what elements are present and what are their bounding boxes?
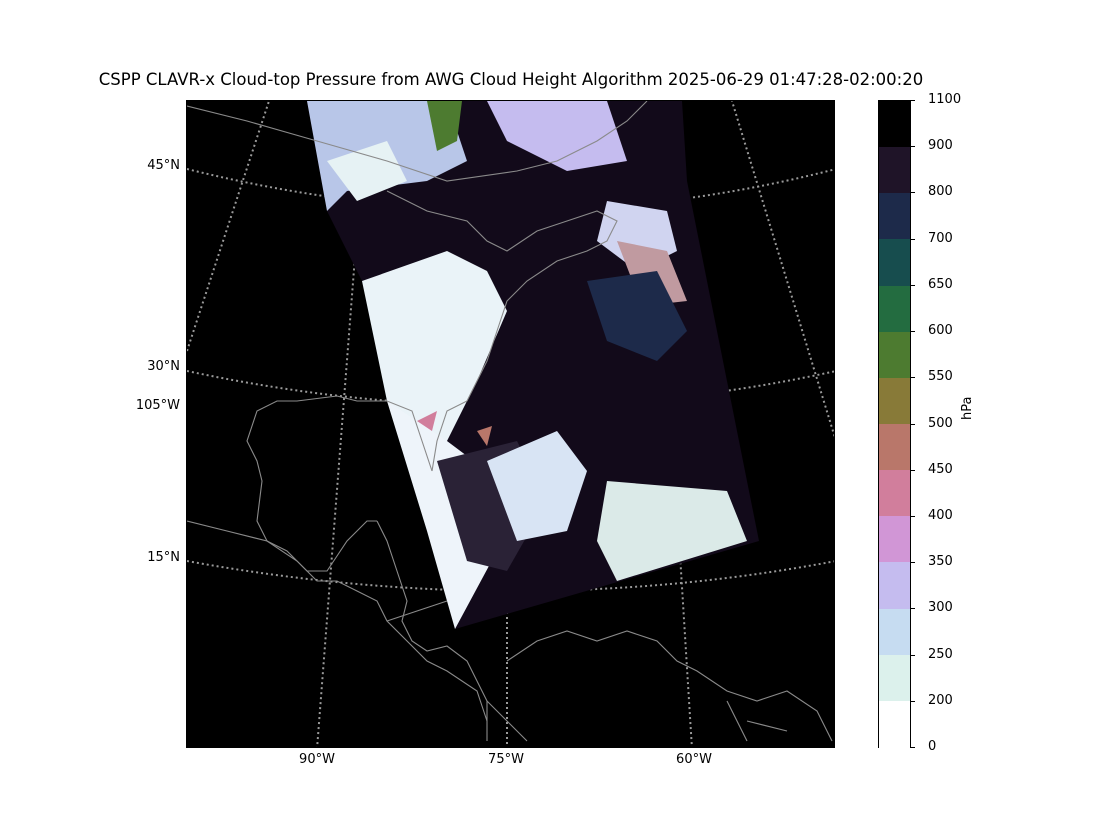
colorbar-segment (879, 470, 910, 518)
colorbar-tick (910, 655, 915, 656)
meridian-105w (187, 101, 270, 352)
colorbar-tick (910, 331, 915, 332)
colorbar-tick-label: 800 (928, 184, 953, 199)
colorbar-tick (910, 747, 915, 748)
colorbar-tick-label: 500 (928, 416, 953, 431)
lat-label-30n: 30°N (147, 359, 180, 374)
lon-label-60w: 60°W (676, 752, 712, 767)
satellite-swath (307, 101, 759, 629)
colorbar-tick-label: 650 (928, 277, 953, 292)
coastlines (187, 101, 833, 742)
colorbar (878, 100, 911, 748)
colorbar-tick-label: 200 (928, 693, 953, 708)
colorbar-segment (879, 562, 910, 610)
colorbar-segment (879, 193, 910, 241)
colorbar-tick-label: 700 (928, 231, 953, 246)
lon-label-75w: 75°W (488, 752, 524, 767)
meridian-45w (731, 101, 834, 438)
colorbar-tick (910, 608, 915, 609)
colorbar-tick (910, 516, 915, 517)
colorbar-tick (910, 100, 915, 101)
colorbar-tick-label: 350 (928, 554, 953, 569)
colorbar-segment (879, 516, 910, 564)
cloud-top-pressure-map (187, 101, 834, 747)
colorbar-tick (910, 239, 915, 240)
colorbar-tick (910, 377, 915, 378)
colorbar-tick (910, 424, 915, 425)
colorbar-segment (879, 101, 910, 148)
colorbar-tick (910, 146, 915, 147)
colorbar-tick-label: 250 (928, 647, 953, 662)
lat-label-15n: 15°N (147, 550, 180, 565)
colorbar-tick (910, 285, 915, 286)
lon-label-90w: 90°W (299, 752, 335, 767)
colorbar-segment (879, 424, 910, 471)
colorbar-tick (910, 701, 915, 702)
lat-label-45n: 45°N (147, 158, 180, 173)
lon-label-105w: 105°W (135, 398, 180, 413)
colorbar-tick-label: 450 (928, 462, 953, 477)
figure-title: CSPP CLAVR-x Cloud-top Pressure from AWG… (98, 70, 924, 89)
colorbar-segment (879, 285, 910, 333)
colorbar-segment (879, 700, 910, 748)
colorbar-segment (879, 608, 910, 656)
colorbar-tick (910, 192, 915, 193)
colorbar-tick-label: 300 (928, 600, 953, 615)
colorbar-tick-label: 600 (928, 323, 953, 338)
colorbar-tick-label: 550 (928, 369, 953, 384)
colorbar-segment (879, 331, 910, 379)
colorbar-segment (879, 239, 910, 287)
colorbar-tick-label: 0 (928, 739, 937, 754)
colorbar-tick-label: 1100 (928, 92, 962, 107)
colorbar-segment (879, 147, 910, 195)
colorbar-label: hPa (960, 396, 975, 420)
colorbar-tick-label: 400 (928, 508, 953, 523)
map-panel (186, 100, 835, 748)
colorbar-tick-label: 900 (928, 138, 953, 153)
parallel-15n (187, 560, 834, 592)
colorbar-segment (879, 654, 910, 702)
colorbar-tick (910, 562, 915, 563)
colorbar-tick (910, 470, 915, 471)
colorbar-segment (879, 377, 910, 425)
